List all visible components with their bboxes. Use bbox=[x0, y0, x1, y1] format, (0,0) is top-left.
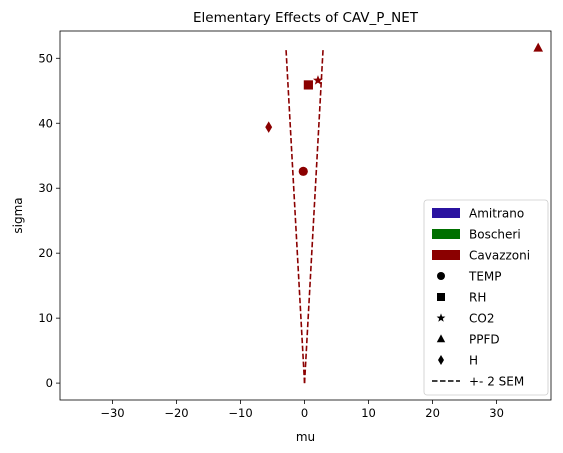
x-axis-label: mu bbox=[296, 430, 315, 444]
legend-swatch-amitrano bbox=[432, 208, 460, 218]
chart-title: Elementary Effects of CAV_P_NET bbox=[193, 10, 419, 26]
legend-box bbox=[423, 199, 549, 396]
legend-label-cavazzoni: Cavazzoni bbox=[469, 249, 530, 263]
legend: Amitrano Boscheri Cavazzoni TEMP RH CO2 PPFD H +… bbox=[423, 199, 549, 396]
x-tick-label: −20 bbox=[164, 406, 188, 420]
y-tick-label: 0 bbox=[46, 376, 53, 390]
legend-label-co2: CO2 bbox=[469, 312, 494, 326]
circle-icon bbox=[437, 272, 445, 280]
legend-label-h: H bbox=[469, 354, 478, 368]
x-tick-label: 30 bbox=[489, 406, 504, 420]
x-tick-label: −30 bbox=[100, 406, 124, 420]
y-tick-label: 20 bbox=[38, 246, 53, 260]
legend-label-boscheri: Boscheri bbox=[469, 228, 521, 242]
x-tick-label: 20 bbox=[425, 406, 440, 420]
diamond-icon bbox=[438, 355, 444, 365]
legend-label-amitrano: Amitrano bbox=[469, 207, 524, 221]
legend-label-temp: TEMP bbox=[468, 270, 502, 284]
legend-label-rh: RH bbox=[469, 291, 486, 305]
star-icon bbox=[436, 313, 446, 322]
legend-label-ppfd: PPFD bbox=[469, 333, 500, 347]
square-icon bbox=[437, 293, 445, 301]
x-tick-label: 10 bbox=[361, 406, 376, 420]
data-point-co2 bbox=[312, 75, 324, 85]
triangle-icon bbox=[436, 334, 446, 343]
data-point-ppfd bbox=[533, 42, 544, 52]
axis-ticks: −30 −20 −10 0 10 20 30 0 10 20 30 40 50 bbox=[38, 51, 504, 420]
data-point-rh bbox=[303, 80, 313, 90]
data-marks bbox=[265, 42, 544, 384]
legend-swatch-cavazzoni bbox=[432, 250, 460, 260]
sem-line bbox=[303, 48, 324, 384]
x-tick-label: 0 bbox=[301, 406, 308, 420]
sem-line bbox=[285, 48, 306, 384]
y-tick-label: 40 bbox=[38, 116, 53, 130]
x-tick-label: −10 bbox=[228, 406, 252, 420]
y-tick-label: 10 bbox=[38, 311, 53, 325]
legend-label-sem: +- 2 SEM bbox=[469, 375, 524, 389]
y-axis-label: sigma bbox=[11, 197, 25, 233]
legend-swatch-boscheri bbox=[432, 229, 460, 239]
y-tick-label: 30 bbox=[38, 181, 53, 195]
data-point-temp bbox=[298, 166, 308, 176]
data-point-h bbox=[265, 121, 273, 133]
plot-frame bbox=[59, 30, 552, 401]
y-tick-label: 50 bbox=[38, 51, 53, 65]
